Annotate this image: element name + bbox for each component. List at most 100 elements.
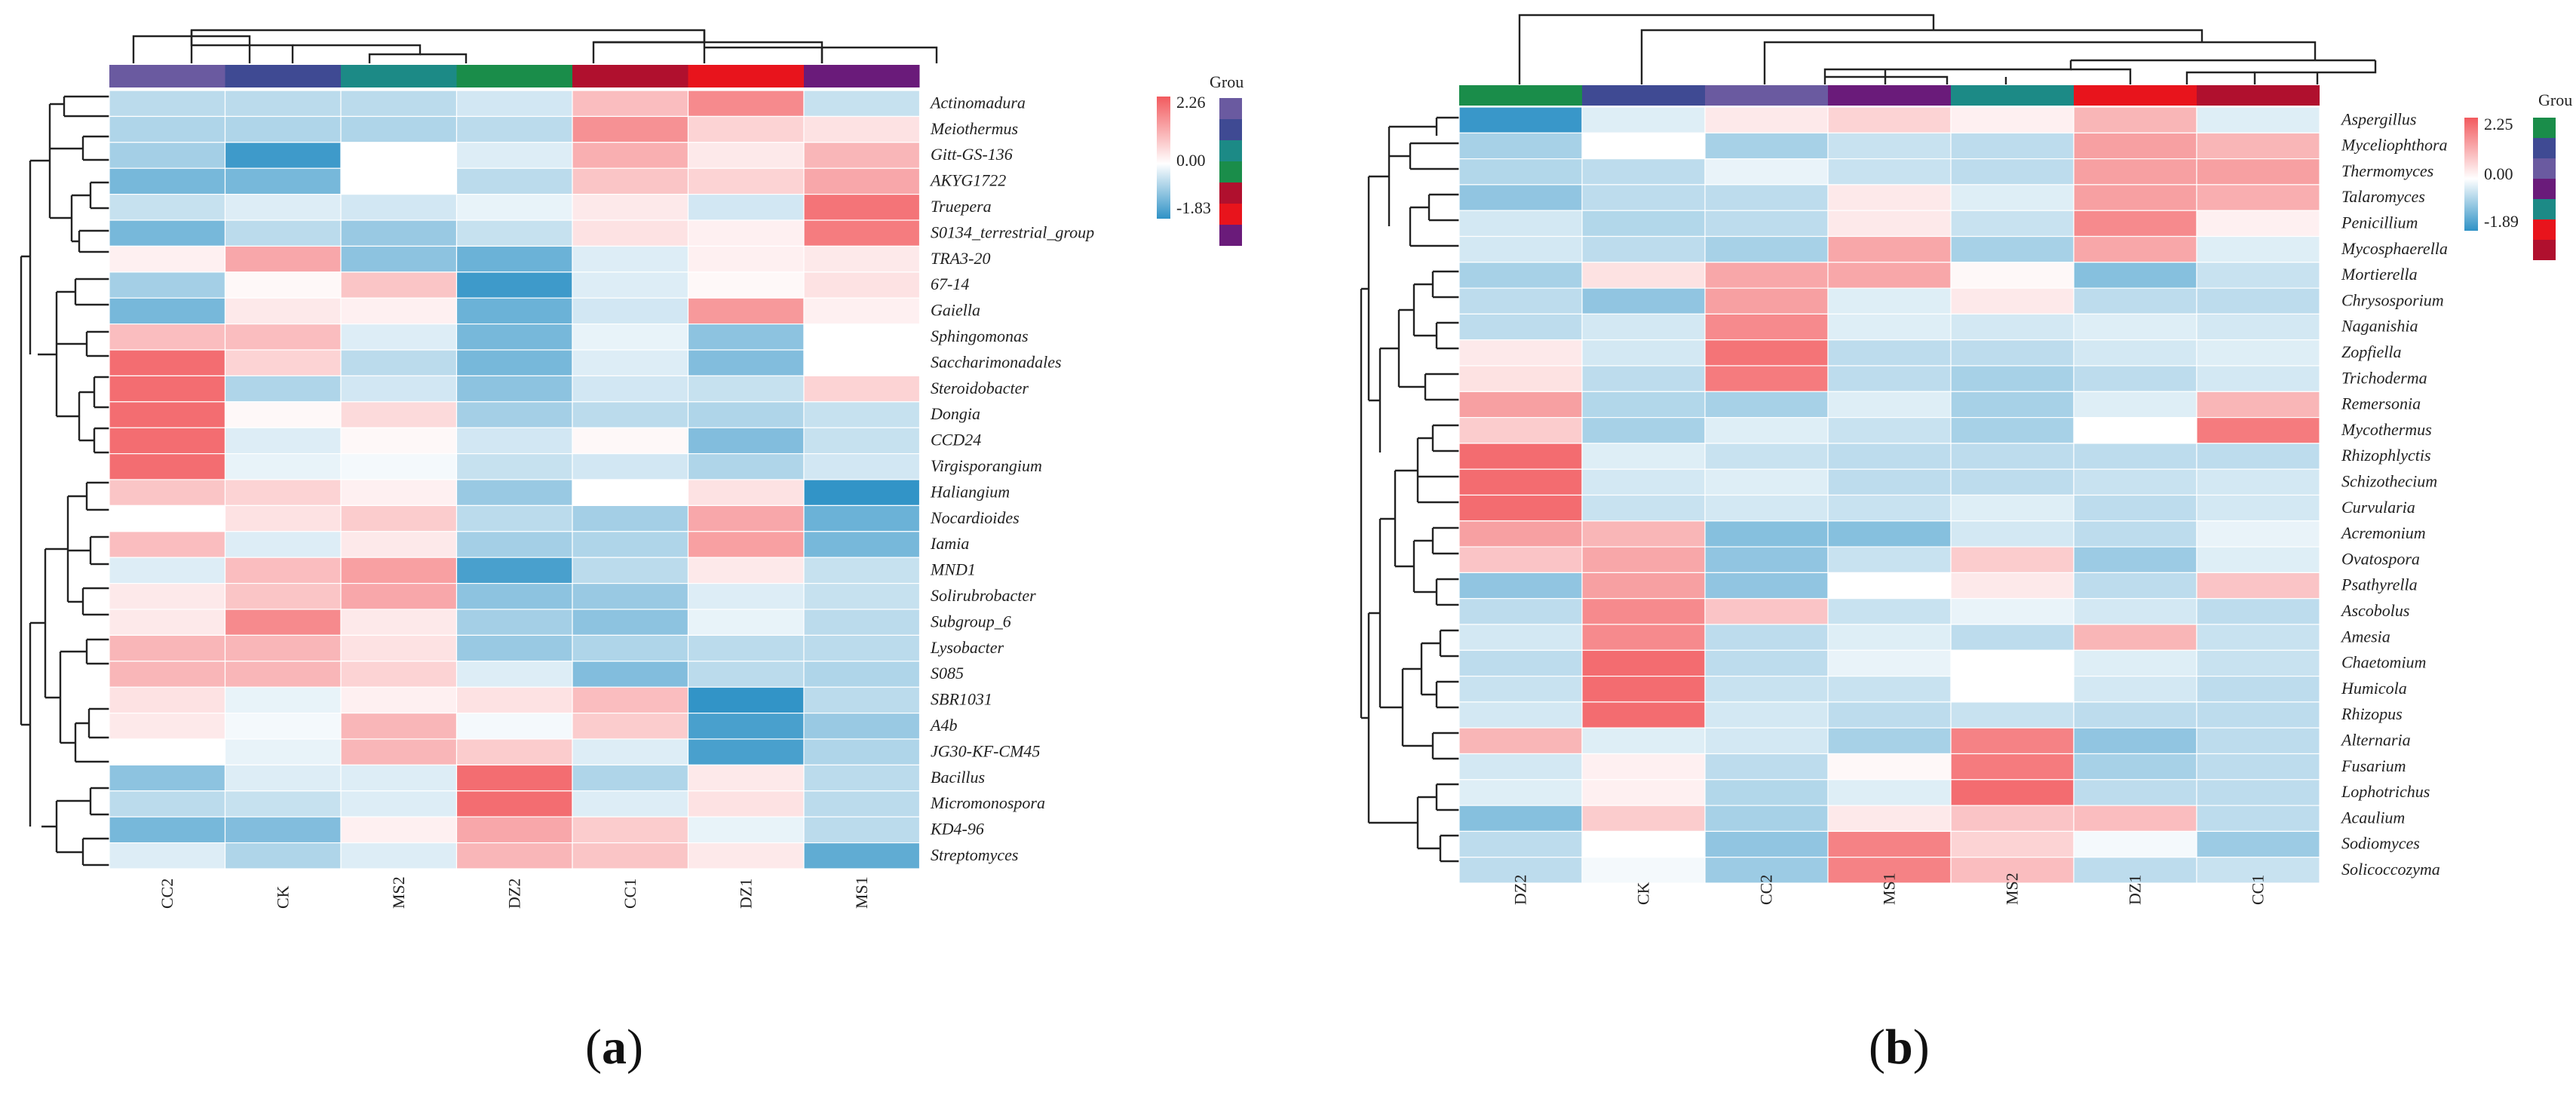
heatmap-cell <box>1704 339 1829 367</box>
row-label: Solicoccozyma <box>2341 860 2440 879</box>
heatmap-cell <box>1950 727 2075 755</box>
heatmap-cell <box>1950 675 2075 703</box>
row-label: Iamia <box>930 534 969 553</box>
heatmap-cell <box>1704 365 1829 392</box>
heatmap-cells-a <box>109 90 921 870</box>
heatmap-cell <box>2073 624 2197 651</box>
row-label: Solirubrobacter <box>931 586 1036 605</box>
heatmap-cell <box>803 531 921 558</box>
heatmap-cell <box>1950 158 2075 186</box>
heatmap-cell <box>803 90 921 118</box>
heatmap-cell <box>1458 365 1583 392</box>
column-labels-b: DZ2 CK CC2 MS1 MS2 DZ1 CC1 <box>1511 873 2268 905</box>
heatmap-cell <box>1827 391 1952 419</box>
heatmap-cell <box>2196 132 2320 160</box>
heatmap-cell <box>455 582 573 610</box>
heatmap-cell <box>1950 184 2075 211</box>
group-legend-swatch <box>2533 179 2556 199</box>
heatmap-cell <box>109 790 226 817</box>
heatmap-cell <box>1950 287 2075 315</box>
legend-title-b: Grou <box>2538 90 2572 109</box>
heatmap-cell <box>1458 184 1583 211</box>
heatmap-cell <box>224 115 342 143</box>
row-label: Curvularia <box>2341 498 2415 517</box>
heatmap-cell <box>687 609 805 636</box>
heatmap-cell <box>1950 830 2075 858</box>
heatmap-cell <box>1581 106 1706 133</box>
group-bar-segment <box>456 65 572 87</box>
heatmap-cell <box>2073 158 2197 186</box>
heatmap-cell <box>224 609 342 636</box>
heatmap-cell <box>1704 649 1829 677</box>
heatmap-cell <box>2073 830 2197 858</box>
heatmap-cell <box>803 452 921 480</box>
heatmap-cell <box>687 842 805 870</box>
heatmap-cell <box>687 764 805 792</box>
heatmap-cell <box>1581 675 1706 703</box>
heatmap-cell <box>2073 184 2197 211</box>
heatmap-cell <box>224 167 342 195</box>
heatmap-cell <box>224 712 342 740</box>
row-label: TRA3-20 <box>931 249 990 268</box>
heatmap-cell <box>1827 546 1952 573</box>
heatmap-cell <box>109 375 226 403</box>
heatmap-cell <box>2196 649 2320 677</box>
heatmap-cell <box>224 219 342 247</box>
heatmap-cell <box>1704 753 1829 781</box>
heatmap-cell <box>803 271 921 299</box>
heatmap-cell <box>1950 701 2075 728</box>
row-labels-a: Actinomadura Meiothermus Gitt-GS-136 AKYG17… <box>929 93 1094 864</box>
heatmap-cell <box>687 712 805 740</box>
heatmap-cell <box>1458 494 1583 522</box>
scale-min-label-a: -1.83 <box>1176 198 1211 217</box>
heatmap-cell <box>224 375 342 403</box>
heatmap-cell <box>109 609 226 636</box>
heatmap-cell <box>1827 830 1952 858</box>
heatmap-cell <box>572 375 689 403</box>
heatmap-cell <box>2073 649 2197 677</box>
heatmap-cell <box>572 582 689 610</box>
heatmap-cell <box>224 661 342 688</box>
row-label: Mortierella <box>2341 265 2418 284</box>
row-label: S0134_terrestrial_group <box>931 222 1094 241</box>
heatmap-cell <box>1950 572 2075 600</box>
heatmap-cell <box>340 245 458 273</box>
heatmap-cell <box>340 479 458 507</box>
heatmap-cell <box>340 661 458 688</box>
heatmap-cell <box>572 115 689 143</box>
heatmap-cell <box>2073 262 2197 289</box>
heatmap-cell <box>2196 494 2320 522</box>
heatmap-cell <box>572 531 689 558</box>
group-legend-swatches-b <box>2533 118 2556 260</box>
heatmap-cell <box>1581 210 1706 238</box>
row-label: JG30-KF-CM45 <box>931 741 1040 760</box>
heatmap-cell <box>455 375 573 403</box>
heatmap-cell <box>340 712 458 740</box>
heatmap-cell <box>803 634 921 662</box>
heatmap-cell <box>2196 598 2320 625</box>
row-label: Bacillus <box>931 768 985 787</box>
heatmap-cell <box>1827 805 1952 832</box>
group-legend-swatch <box>2533 240 2556 260</box>
heatmap-cell <box>1704 235 1829 263</box>
row-label: Amesia <box>2340 627 2390 646</box>
heatmap-cell <box>572 219 689 247</box>
heatmap-cell <box>1581 416 1706 444</box>
row-label: Chaetomium <box>2341 653 2426 672</box>
heatmap-cell <box>109 479 226 507</box>
heatmap-cell <box>2196 416 2320 444</box>
heatmap-cell <box>2196 106 2320 133</box>
heatmap-cell <box>572 790 689 817</box>
heatmap-cell <box>572 634 689 662</box>
column-label: MS2 <box>389 876 408 909</box>
group-legend-swatch <box>1219 119 1242 140</box>
row-label: Myceliophthora <box>2341 136 2448 155</box>
heatmap-cell <box>2196 313 2320 341</box>
heatmap-cell <box>2196 339 2320 367</box>
heatmap-cell <box>2073 494 2197 522</box>
heatmap-cell <box>687 427 805 455</box>
heatmap-cell <box>109 297 226 325</box>
group-legend-swatch <box>1219 140 1242 161</box>
row-label: 67-14 <box>931 275 969 293</box>
heatmap-cell <box>572 90 689 118</box>
